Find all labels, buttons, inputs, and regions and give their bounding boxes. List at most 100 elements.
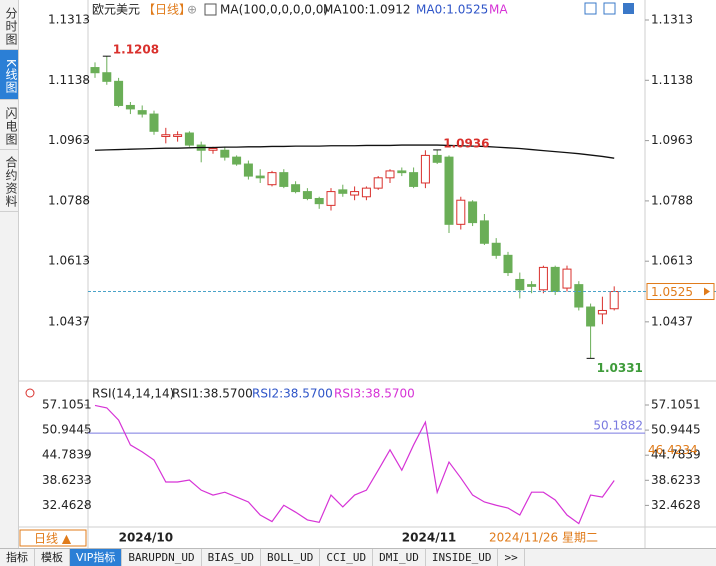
crosshair-value: 46.4234 — [648, 443, 698, 457]
add-icon[interactable]: ⊕ — [187, 3, 197, 17]
background — [0, 0, 716, 548]
candle-body — [267, 172, 277, 186]
bottom-tab[interactable]: BOLL_UD — [261, 549, 321, 566]
x-tick-label: 2024/10 — [119, 531, 173, 545]
candle-body — [373, 177, 383, 189]
candle-body — [232, 156, 242, 165]
candle-body — [208, 148, 218, 151]
ma0-legend: MA0:1.0525 — [416, 3, 488, 17]
side-tab[interactable]: 合约资料 — [0, 150, 18, 212]
rsi-icon[interactable] — [25, 388, 35, 398]
ma-icon[interactable] — [204, 3, 217, 16]
y-tick-label: 1.0963 — [48, 133, 90, 147]
candle-body — [338, 189, 348, 194]
candle-body — [527, 284, 537, 287]
y-tick-label: 1.0963 — [651, 133, 693, 147]
candle-body — [562, 268, 572, 289]
y-tick-label: 38.6233 — [651, 473, 701, 487]
window-icon[interactable] — [584, 2, 597, 15]
bottom-tab[interactable]: 模板 — [35, 549, 70, 566]
side-tab[interactable]: 闪电图 — [0, 100, 18, 150]
bottom-tab[interactable]: BIAS_UD — [202, 549, 261, 566]
chart: 欧元美元 【日线】 ⊕ MA(100,0,0,0,0,0) MA100:1.09… — [0, 0, 716, 548]
candle-body — [279, 172, 289, 187]
ma-legend: MA — [489, 3, 508, 17]
side-tab[interactable]: K线图 — [0, 50, 18, 100]
extreme-label: 1.0331 — [597, 361, 643, 375]
candle-body — [173, 134, 183, 137]
bottom-tab[interactable]: >> — [498, 549, 525, 566]
y-tick-label: 1.1313 — [651, 13, 693, 27]
candle-body — [503, 254, 513, 274]
reference-label: 50.1882 — [593, 419, 643, 433]
candle-body — [314, 197, 324, 205]
bottom-tab[interactable]: VIP指标 — [70, 549, 123, 566]
candle-body — [220, 149, 230, 158]
window-icon[interactable] — [603, 2, 616, 15]
y-tick-label: 50.9445 — [651, 423, 701, 437]
rsi-line — [94, 404, 615, 525]
ma-params: MA(100,0,0,0,0,0) — [220, 3, 328, 17]
period[interactable]: 【日线】 — [143, 3, 191, 17]
side-tab[interactable]: 分时图 — [0, 0, 18, 50]
y-tick-label: 44.7839 — [651, 448, 701, 462]
period-button[interactable] — [19, 529, 87, 547]
rsi-params: RSI(14,14,14) — [92, 387, 174, 401]
y-tick-label: 1.0613 — [651, 254, 693, 268]
candle-body — [456, 199, 466, 225]
candle-body — [184, 132, 194, 146]
y-tick-label: 32.4628 — [651, 498, 701, 512]
y-tick-label: 1.0788 — [651, 193, 693, 207]
bottom-tab[interactable]: 指标 — [0, 549, 35, 566]
candle-body — [326, 191, 336, 206]
candle-body — [137, 110, 147, 115]
candle-body — [468, 201, 478, 224]
candle-body — [515, 278, 525, 291]
candle-body — [409, 172, 419, 187]
y-tick-label: 1.1313 — [48, 13, 90, 27]
candle-body — [491, 242, 501, 256]
candle-body — [243, 163, 253, 177]
rsi2-legend: RSI2:38.5700 — [252, 387, 333, 401]
candle-body — [397, 170, 407, 174]
y-tick-label: 32.4628 — [42, 498, 92, 512]
candle-body — [361, 187, 371, 198]
close-icon[interactable] — [623, 3, 634, 14]
candle-body — [586, 306, 596, 327]
period-button-label[interactable]: 日线 ▲ — [34, 532, 72, 546]
extreme-label: 1.0936 — [443, 136, 489, 150]
sidebar: 分时图 K线图 闪电图 合约资料 — [0, 0, 19, 548]
y-tick-label: 50.9445 — [42, 423, 92, 437]
last-price-box — [646, 283, 715, 301]
y-tick-label: 38.6233 — [42, 473, 92, 487]
rsi3-legend: RSI3:38.5700 — [334, 387, 415, 401]
y-tick-label: 1.0613 — [48, 254, 90, 268]
candle-body — [302, 191, 312, 199]
bottom-tab[interactable]: CCI_UD — [320, 549, 374, 566]
y-tick-label: 1.0437 — [651, 314, 693, 328]
bottom-tab[interactable]: DMI_UD — [373, 549, 426, 566]
ma100-legend: MA100:1.0912 — [323, 3, 411, 17]
candle-body — [291, 184, 301, 193]
y-tick-label: 1.0437 — [48, 314, 90, 328]
candle-body — [125, 104, 135, 110]
candle-body — [149, 113, 159, 132]
crosshair-date: 2024/11/26 星期二 — [489, 531, 598, 545]
rsi1-legend: RSI1:38.5700 — [172, 387, 253, 401]
bottom-tab[interactable]: BARUPDN_UD — [122, 549, 202, 566]
candle-body — [550, 266, 560, 293]
candle-body — [538, 266, 548, 291]
y-tick-label: 1.0788 — [48, 193, 90, 207]
y-tick-label: 57.1051 — [42, 398, 92, 412]
candle-body — [420, 154, 430, 184]
y-tick-label: 1.1138 — [651, 73, 693, 87]
candle-body — [350, 191, 360, 196]
candle-body — [255, 175, 265, 179]
candle-body — [385, 170, 395, 179]
x-tick-label: 2024/11 — [402, 531, 456, 545]
last-price-label: 1.0525 — [651, 285, 693, 299]
y-tick-label: 1.1138 — [48, 73, 90, 87]
candle-body — [574, 284, 584, 308]
bottom-tab[interactable]: INSIDE_UD — [426, 549, 499, 566]
